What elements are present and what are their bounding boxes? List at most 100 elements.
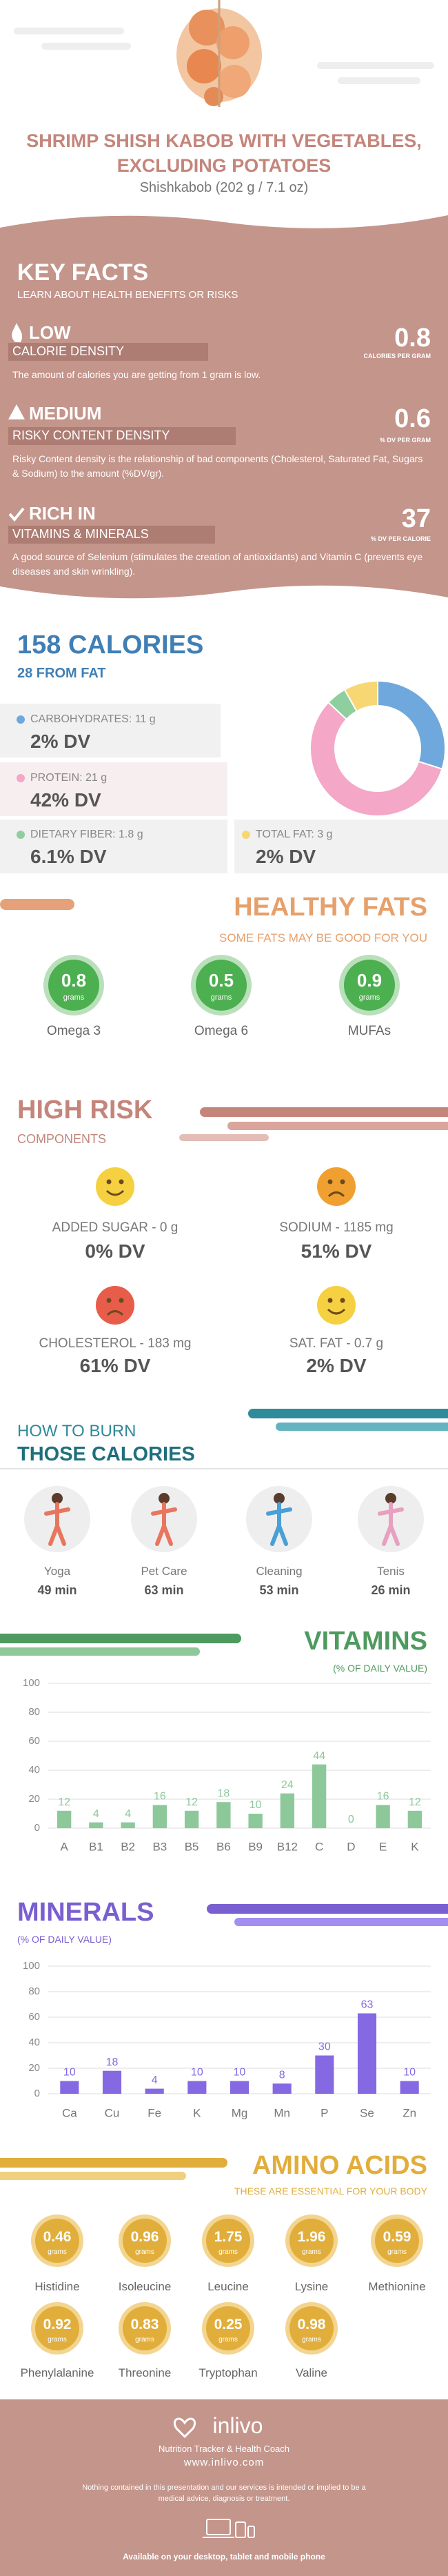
section-title: HIGH RISK bbox=[17, 1096, 153, 1125]
value-label: 4 bbox=[125, 1808, 131, 1820]
x-tick-label: A bbox=[60, 1840, 68, 1853]
nutrient-label: DIETARY FIBER: 1.8 g bbox=[30, 829, 143, 841]
bar bbox=[89, 1822, 103, 1828]
legend-dot bbox=[17, 831, 25, 839]
section-subtitle: LEARN ABOUT HEALTH BENEFITS OR RISKS bbox=[17, 289, 238, 301]
value-label: 16 bbox=[377, 1791, 389, 1803]
value-label: 44 bbox=[313, 1750, 325, 1762]
amino-circle bbox=[289, 2219, 334, 2263]
amino-name: Valine bbox=[296, 2366, 327, 2379]
eye bbox=[340, 1179, 345, 1185]
amino-circle bbox=[123, 2306, 167, 2350]
amino-name: Histidine bbox=[34, 2279, 80, 2293]
figure-head bbox=[274, 1493, 285, 1504]
risk-label: SAT. FAT - 0.7 g bbox=[289, 1336, 384, 1351]
amino-circle bbox=[206, 2306, 250, 2350]
risk-label: CHOLESTEROL - 183 mg bbox=[39, 1336, 192, 1351]
x-tick-label: K bbox=[193, 2106, 201, 2119]
title: SHRIMP SHISH KABOB WITH VEGETABLES, EXCL… bbox=[26, 130, 422, 176]
activity-name: Pet Care bbox=[141, 1564, 187, 1578]
amino-circle bbox=[375, 2219, 419, 2263]
amino-value: 0.59 bbox=[383, 2229, 411, 2246]
purple-stripes bbox=[207, 1904, 448, 1926]
fact-name: RISKY CONTENT DENSITY bbox=[12, 428, 170, 443]
nutrient-label: TOTAL FAT: 3 g bbox=[256, 829, 333, 841]
legend-dot bbox=[242, 831, 250, 839]
bar bbox=[248, 1814, 263, 1828]
mouth bbox=[105, 1189, 125, 1196]
x-tick-label: B5 bbox=[185, 1840, 199, 1853]
amino-circle bbox=[35, 2219, 79, 2263]
fact-level: MEDIUM bbox=[29, 403, 102, 424]
amino-circle bbox=[206, 2219, 250, 2263]
activity-time: 49 min bbox=[37, 1583, 77, 1598]
nutrient-label: CARBOHYDRATES: 11 g bbox=[30, 713, 156, 726]
x-tick-label: B3 bbox=[152, 1840, 167, 1853]
bar bbox=[187, 2081, 207, 2094]
fat-circle bbox=[48, 960, 99, 1011]
face bbox=[317, 1286, 356, 1325]
x-tick-label: Ca bbox=[62, 2106, 77, 2119]
x-tick-label: Zn bbox=[403, 2106, 416, 2119]
mouth bbox=[106, 1310, 124, 1316]
fat-value: 0.8 bbox=[61, 970, 87, 991]
nutrient-dv: 42% DV bbox=[30, 789, 101, 811]
fact-value: 37 bbox=[401, 504, 431, 534]
eye bbox=[340, 1298, 345, 1303]
amino-value: 0.98 bbox=[297, 2317, 326, 2333]
amino-name: Lysine bbox=[294, 2279, 329, 2293]
shrimp-image bbox=[176, 0, 262, 107]
device-icons bbox=[203, 2519, 255, 2538]
y-tick-label: 0 bbox=[34, 1822, 40, 1834]
fact-value: 0.8 bbox=[394, 324, 431, 353]
activity-time: 53 min bbox=[259, 1583, 299, 1598]
brand: inlivo bbox=[212, 2412, 263, 2438]
amino-unit: grams bbox=[135, 2248, 154, 2256]
amino-unit: grams bbox=[48, 2248, 67, 2256]
y-tick-label: 40 bbox=[28, 1764, 40, 1776]
x-tick-label: K bbox=[411, 1840, 419, 1853]
tagline: Nutrition Tracker & Health Coach bbox=[158, 2444, 290, 2455]
section-title: AMINO ACIDS bbox=[252, 2151, 427, 2181]
value-label: 4 bbox=[93, 1808, 99, 1820]
value-label: 4 bbox=[152, 2074, 158, 2086]
fat-name: Omega 6 bbox=[194, 1023, 249, 1038]
value-label: 10 bbox=[63, 2067, 76, 2079]
activity-time: 63 min bbox=[144, 1583, 184, 1598]
wave bbox=[0, 585, 448, 607]
value-label: 30 bbox=[318, 2041, 331, 2053]
chart-subtitle: (% OF DAILY VALUE) bbox=[333, 1662, 427, 1674]
donut-segment bbox=[309, 701, 443, 817]
value-label: 63 bbox=[361, 1999, 374, 2011]
y-tick-label: 60 bbox=[28, 2011, 40, 2023]
amino-value: 0.96 bbox=[130, 2229, 159, 2246]
activity-name: Cleaning bbox=[256, 1564, 303, 1578]
eye bbox=[106, 1179, 112, 1185]
chart-subtitle: (% OF DAILY VALUE) bbox=[17, 1933, 112, 1945]
section-title: HEALTHY FATS bbox=[234, 893, 427, 922]
mouth bbox=[327, 1308, 346, 1315]
amino-value: 0.46 bbox=[43, 2229, 72, 2246]
fact-unit: CALORIES PER GRAM bbox=[363, 352, 431, 359]
face bbox=[317, 1167, 356, 1206]
y-tick-label: 60 bbox=[28, 1735, 40, 1747]
value-label: 16 bbox=[154, 1791, 166, 1803]
x-tick-label: B1 bbox=[89, 1840, 103, 1853]
chart-title: VITAMINS bbox=[304, 1627, 427, 1656]
y-tick-label: 40 bbox=[28, 2037, 40, 2048]
gold-stripes bbox=[0, 2158, 227, 2180]
y-tick-label: 80 bbox=[28, 1706, 40, 1718]
amino-unit: grams bbox=[48, 2336, 67, 2344]
y-tick-label: 100 bbox=[23, 1677, 40, 1689]
x-tick-label: Mn bbox=[274, 2106, 290, 2119]
figure-body bbox=[266, 1502, 292, 1546]
section-subtitle: THESE ARE ESSENTIAL FOR YOUR BODY bbox=[234, 2185, 427, 2197]
fat-circle bbox=[344, 960, 395, 1011]
value-label: 24 bbox=[281, 1779, 294, 1791]
x-tick-label: B6 bbox=[216, 1840, 231, 1853]
nutrient-dv: 2% DV bbox=[256, 846, 316, 868]
fact-level: LOW bbox=[29, 322, 71, 344]
x-tick-label: P bbox=[320, 2106, 328, 2119]
